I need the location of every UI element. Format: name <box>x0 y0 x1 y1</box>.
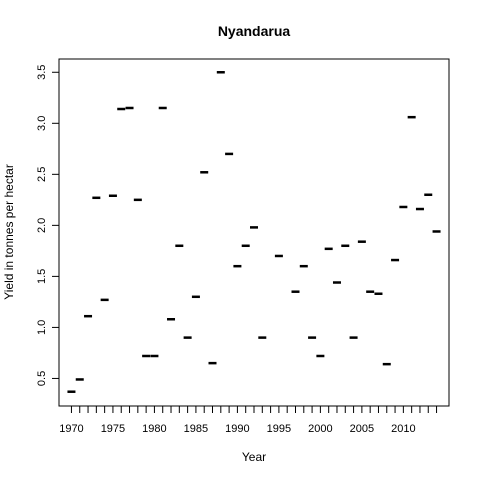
x-tick-label: 1990 <box>225 423 249 435</box>
y-tick-label: 2.0 <box>36 218 48 233</box>
y-axis: 0.5 1.0 1.5 2.0 2.5 3.0 3.5 <box>36 65 59 386</box>
y-tick-label: 3.5 <box>36 65 48 80</box>
y-tick-label: 2.5 <box>36 167 48 182</box>
x-axis-label: Year <box>242 450 266 464</box>
x-axis: 1970 1975 1980 1985 1990 1995 2000 2005 2010 <box>59 406 438 435</box>
y-tick-label: 1.5 <box>36 269 48 284</box>
x-tick-label: 1975 <box>101 423 125 435</box>
x-tick-label: 1985 <box>184 423 208 435</box>
chart-title: Nyandarua <box>218 23 291 39</box>
x-tick-label: 1980 <box>142 423 166 435</box>
y-axis-label: Yield in tonnes per hectar <box>2 164 16 300</box>
x-tick-label: 1970 <box>59 423 83 435</box>
x-tick-label: 1995 <box>267 423 291 435</box>
y-tick-label: 0.5 <box>36 371 48 386</box>
y-tick-label: 1.0 <box>36 320 48 335</box>
y-tick-label: 3.0 <box>36 116 48 131</box>
x-tick-label: 2010 <box>391 423 415 435</box>
x-tick-label: 2005 <box>350 423 374 435</box>
x-tick-label: 2000 <box>308 423 332 435</box>
plot-frame <box>58 58 450 407</box>
data-points <box>67 71 441 393</box>
